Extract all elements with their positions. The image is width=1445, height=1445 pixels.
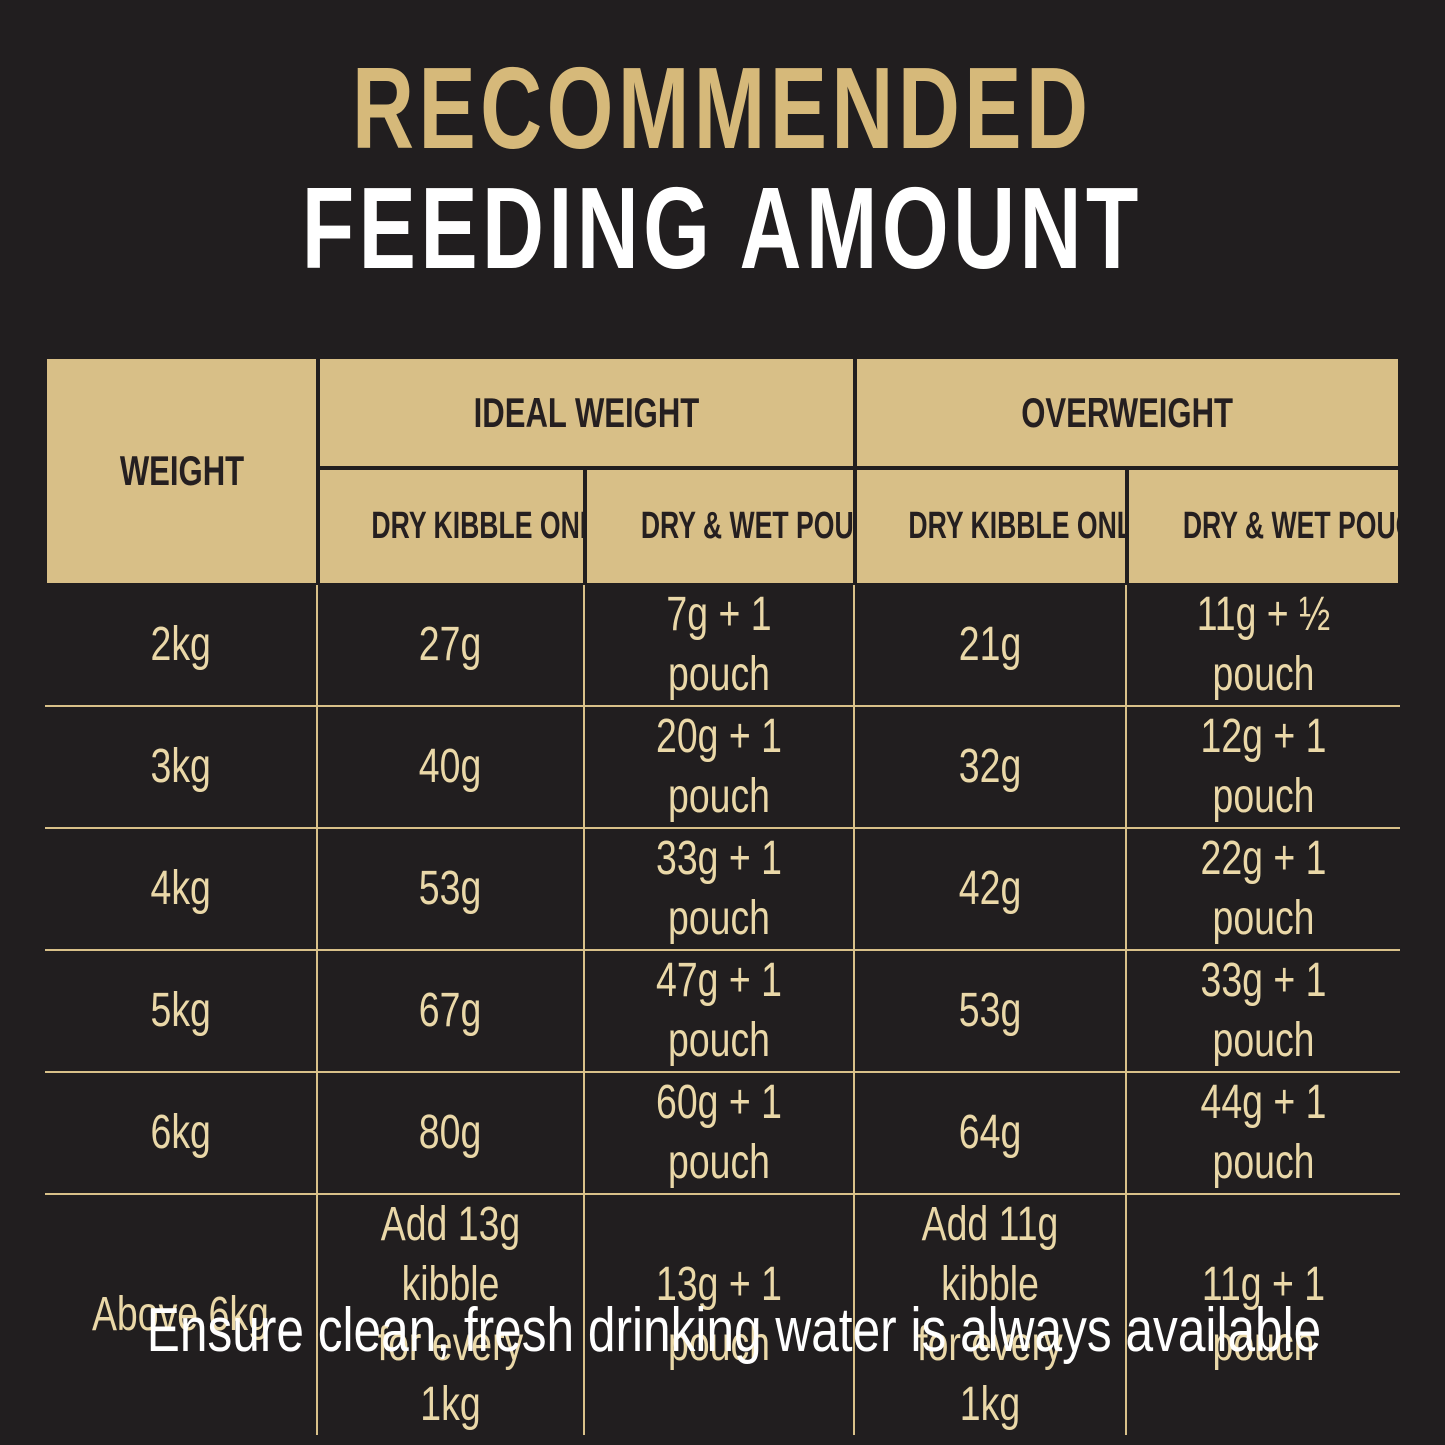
table-cell: Add 13g kibble for every 1kg xyxy=(318,1195,585,1435)
table-cell: 67g xyxy=(318,951,585,1073)
cell-value: Add 11g kibble for every 1kg xyxy=(917,1198,1063,1431)
cell-value: 27g xyxy=(419,618,482,671)
weight-value: 6kg xyxy=(150,1106,211,1159)
weight-value: 4kg xyxy=(150,862,211,915)
sub-header-over-dry-wet: DRY & WET POUCH xyxy=(1127,468,1401,585)
sub-header-ideal-dry-wet: DRY & WET POUCH xyxy=(585,468,856,585)
cell-value: 20g + 1 pouch xyxy=(656,710,782,823)
weight-value: 3kg xyxy=(150,740,211,793)
table-cell: 53g xyxy=(855,951,1128,1073)
cell-value: 67g xyxy=(419,984,482,1037)
table-cell: 40g xyxy=(318,707,585,829)
table-row-3kg: 3kg 40g 20g + 1 pouch 32g 12g + 1 pouch xyxy=(45,707,1401,829)
cell-value: 33g + 1 pouch xyxy=(656,832,782,945)
table-cell: 33g + 1 pouch xyxy=(1127,951,1401,1073)
group-header-overweight: OVERWEIGHT xyxy=(855,357,1401,468)
table-cell: 64g xyxy=(855,1073,1128,1195)
cell-value: 64g xyxy=(958,1106,1022,1159)
table-cell: 11g + 1 pouch xyxy=(1127,1195,1400,1435)
weight-value: 2kg xyxy=(150,618,211,671)
weight-cell: 6kg xyxy=(45,1073,318,1195)
cell-value: Add 13g kibble for every 1kg xyxy=(377,1198,524,1431)
weight-header-label: WEIGHT xyxy=(119,447,244,494)
cell-value: 12g + 1 pouch xyxy=(1200,710,1327,823)
title-recommended-text: RECOMMENDED xyxy=(352,43,1093,173)
cell-value: 11g + 1 pouch xyxy=(1201,1258,1326,1371)
title-feeding-amount-text: FEEDING AMOUNT xyxy=(301,163,1144,293)
cell-value: 7g + 1 pouch xyxy=(666,588,772,701)
table-cell: 22g + 1 pouch xyxy=(1127,829,1401,951)
page-title-line1: RECOMMENDED xyxy=(0,50,1445,166)
feeding-table: WEIGHT IDEAL WEIGHT OVERWEIGHT DRY KIBBL… xyxy=(45,357,1401,1435)
cell-value: 33g + 1 pouch xyxy=(1200,954,1327,1067)
table-row-5kg: 5kg 67g 47g + 1 pouch 53g 33g + 1 pouch xyxy=(45,951,1401,1073)
table-cell: 7g + 1 pouch xyxy=(585,585,856,707)
group-header-ideal-weight: IDEAL WEIGHT xyxy=(318,357,856,468)
sub-header-label: DRY & WET POUCH xyxy=(640,505,854,547)
sub-header-label: DRY KIBBLE ONLY xyxy=(371,505,583,547)
weight-cell: Above 6kg xyxy=(45,1195,318,1435)
cell-value: 80g xyxy=(419,1106,482,1159)
table-cell: 80g xyxy=(318,1073,585,1195)
table-cell: 44g + 1 pouch xyxy=(1127,1073,1401,1195)
weight-value: 5kg xyxy=(150,984,211,1037)
table-cell: 53g xyxy=(318,829,585,951)
table-cell: 21g xyxy=(855,585,1128,707)
cell-value: 11g + ½ pouch xyxy=(1196,588,1331,701)
weight-value: Above 6kg xyxy=(92,1288,269,1341)
table-cell: 33g + 1 pouch xyxy=(585,829,856,951)
weight-cell: 5kg xyxy=(45,951,318,1073)
table-cell: 13g + 1 pouch xyxy=(585,1195,856,1435)
table-cell: 42g xyxy=(855,829,1128,951)
ideal-weight-label: IDEAL WEIGHT xyxy=(473,388,700,436)
table-row-above-6kg: Above 6kg Add 13g kibble for every 1kg 1… xyxy=(45,1195,1400,1435)
cell-value: 53g xyxy=(958,984,1022,1037)
table-cell: Add 11g kibble for every 1kg xyxy=(855,1195,1128,1435)
table-cell: 20g + 1 pouch xyxy=(585,707,856,829)
weight-cell: 2kg xyxy=(45,585,318,707)
water-advice-text: Ensure clean, fresh drinking water is al… xyxy=(146,1296,1322,1365)
cell-value: 21g xyxy=(958,618,1022,671)
header-group-row: WEIGHT IDEAL WEIGHT OVERWEIGHT xyxy=(45,357,1401,585)
table-row-6kg: 6kg 80g 60g + 1 pouch 64g 44g + 1 pouch xyxy=(45,1073,1401,1195)
table-cell: 27g xyxy=(318,585,585,707)
cell-value: 47g + 1 pouch xyxy=(656,954,782,1067)
cell-value: 60g + 1 pouch xyxy=(656,1076,782,1189)
weight-cell: 4kg xyxy=(45,829,318,951)
table-cell: 32g xyxy=(855,707,1128,829)
cell-value: 44g + 1 pouch xyxy=(1200,1076,1327,1189)
cell-value: 42g xyxy=(958,862,1022,915)
sub-header-ideal-dry-kibble: DRY KIBBLE ONLY xyxy=(318,468,585,585)
cell-value: 40g xyxy=(419,740,482,793)
sub-header-label: DRY KIBBLE ONLY xyxy=(908,505,1128,547)
cell-value: 53g xyxy=(419,862,482,915)
table-cell: 11g + ½ pouch xyxy=(1127,585,1401,707)
cell-value: 22g + 1 pouch xyxy=(1200,832,1327,945)
overweight-label: OVERWEIGHT xyxy=(1021,388,1234,436)
sub-header-label: DRY & WET POUCH xyxy=(1182,505,1398,547)
table-cell: 47g + 1 pouch xyxy=(585,951,856,1073)
col-header-weight: WEIGHT xyxy=(45,357,318,585)
table-cell: 60g + 1 pouch xyxy=(585,1073,856,1195)
table-row-2kg: 2kg 27g 7g + 1 pouch 21g 11g + ½ pouch xyxy=(45,585,1401,707)
page-title-line2: FEEDING AMOUNT xyxy=(0,170,1445,286)
table-row-4kg: 4kg 53g 33g + 1 pouch 42g 22g + 1 pouch xyxy=(45,829,1401,951)
sub-header-over-dry-kibble: DRY KIBBLE ONLY xyxy=(855,468,1128,585)
header-sub-row: DRY KIBBLE ONLY DRY & WET POUCH DRY KIBB… xyxy=(45,468,1401,585)
cell-value: 32g xyxy=(958,740,1022,793)
weight-cell: 3kg xyxy=(45,707,318,829)
water-advice-note: Ensure clean, fresh drinking water is al… xyxy=(0,1300,1445,1362)
table-cell: 12g + 1 pouch xyxy=(1127,707,1401,829)
cell-value: 13g + 1 pouch xyxy=(656,1258,782,1371)
